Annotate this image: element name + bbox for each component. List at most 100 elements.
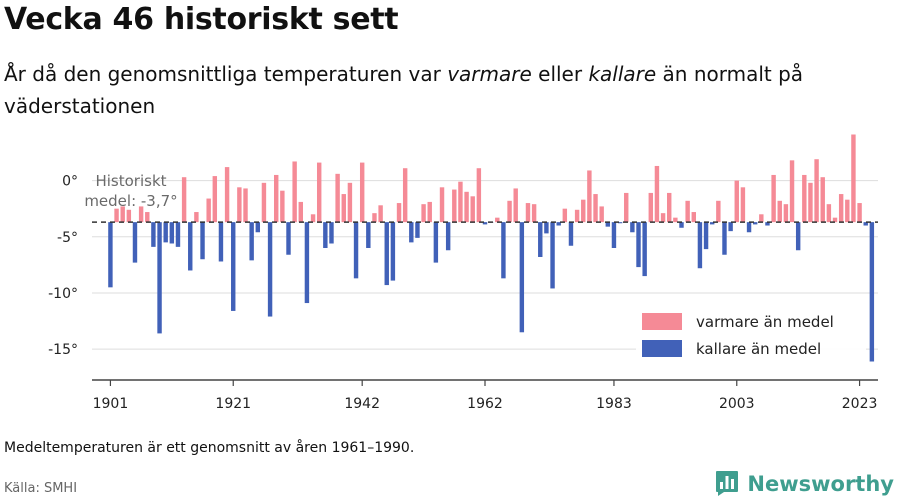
bar-2015 <box>808 182 813 223</box>
bar-1996 <box>691 212 696 223</box>
bar-1994 <box>679 222 684 228</box>
bar-1946 <box>384 222 389 286</box>
bar-2004 <box>740 187 746 223</box>
bar-1959 <box>464 191 469 223</box>
bar-1995 <box>685 200 690 223</box>
bar-1901 <box>108 222 113 288</box>
bar-1983 <box>611 222 617 248</box>
subtitle-cold-word: kallare <box>588 62 657 86</box>
bar-1964 <box>495 217 500 223</box>
bar-1911 <box>169 222 175 244</box>
bar-1957 <box>452 189 457 223</box>
bar-1989 <box>648 192 654 223</box>
bar-1923 <box>243 188 248 223</box>
bar-1922 <box>237 187 242 223</box>
bar-1968 <box>519 222 525 333</box>
bar-1914 <box>188 222 193 271</box>
bar-1953 <box>427 201 432 223</box>
bar-1912 <box>175 222 181 247</box>
bar-2000 <box>716 200 721 223</box>
bar-1930 <box>286 222 291 255</box>
legend-swatch-cold <box>642 340 682 357</box>
bar-2010 <box>777 200 782 223</box>
bar-2013 <box>795 222 801 251</box>
bar-1918 <box>212 176 218 223</box>
bar-2017 <box>820 177 825 223</box>
bar-1984 <box>617 222 623 224</box>
bar-1950 <box>409 222 414 243</box>
bar-1969 <box>525 203 531 223</box>
bar-1920 <box>224 167 230 223</box>
y-tick-label: -15° <box>48 342 78 358</box>
bar-1941 <box>353 222 359 279</box>
bar-1967 <box>513 188 518 223</box>
bar-1982 <box>605 222 611 227</box>
bar-1976 <box>568 222 574 246</box>
bar-1949 <box>402 168 408 223</box>
y-tick-label: 0° <box>62 174 78 190</box>
bar-1908 <box>151 222 156 247</box>
bar-1909 <box>157 222 162 334</box>
bar-1961 <box>476 168 482 223</box>
footnote: Medeltemperaturen är ett genomsnitt av å… <box>4 440 415 456</box>
bar-1927 <box>267 222 273 317</box>
bar-1906 <box>138 206 144 223</box>
bar-2011 <box>783 204 789 223</box>
bar-1971 <box>538 222 543 257</box>
bar-1980 <box>593 194 598 223</box>
x-tick-label: 2023 <box>842 396 878 412</box>
bar-2007 <box>759 214 764 223</box>
bar-1925 <box>255 222 261 233</box>
bar-1979 <box>587 170 592 223</box>
brand-name: Newsworthy <box>747 471 894 496</box>
bar-1987 <box>636 222 641 268</box>
bars <box>108 134 875 362</box>
bar-1962 <box>482 222 488 225</box>
bar-1907 <box>145 212 150 223</box>
bar-1932 <box>298 201 303 223</box>
bar-1988 <box>642 222 647 277</box>
bar-1945 <box>378 205 383 223</box>
y-tick-label: -10° <box>48 286 78 302</box>
bar-2009 <box>771 174 776 223</box>
bar-1965 <box>501 222 506 279</box>
bar-1986 <box>630 222 635 233</box>
bar-chart: 0° -5° -10° -15° 1901 1921 1942 1962 1983 2003 20… <box>48 134 878 412</box>
brand-logo[interactable]: Newsworthy <box>715 470 894 497</box>
bar-1978 <box>581 199 586 223</box>
bar-2008 <box>765 222 770 226</box>
y-tick-label: -5° <box>57 230 78 246</box>
bar-2025 <box>869 222 875 362</box>
mean-annotation-line-1: Historiskt <box>95 172 166 190</box>
bar-1937 <box>329 222 334 244</box>
bar-1924 <box>249 222 254 261</box>
bar-2003 <box>734 180 739 223</box>
bar-1917 <box>206 198 211 223</box>
bar-2014 <box>802 174 807 223</box>
x-tick-label: 1983 <box>596 396 632 412</box>
bar-1975 <box>562 208 568 223</box>
bar-1974 <box>556 222 561 226</box>
bar-1972 <box>544 222 549 234</box>
bar-1926 <box>261 182 267 223</box>
bar-1942 <box>359 162 365 223</box>
legend-label-cold: kallare än medel <box>696 340 821 358</box>
chart-title: Vecka 46 historiskt sett <box>4 2 399 37</box>
bar-1960 <box>470 196 475 223</box>
bar-1905 <box>132 222 138 263</box>
x-tick-label: 1921 <box>215 396 251 412</box>
bar-1931 <box>292 161 297 223</box>
x-tick-label: 1962 <box>467 396 503 412</box>
bar-2019 <box>832 217 838 223</box>
bar-2006 <box>752 222 758 225</box>
bar-1902 <box>114 208 119 223</box>
bar-1954 <box>433 222 439 263</box>
bar-1966 <box>507 200 512 223</box>
y-axis-ticks: 0° -5° -10° -15° <box>48 174 78 359</box>
subtitle-part-2: eller <box>531 62 589 86</box>
bar-2001 <box>722 222 727 255</box>
bar-2024 <box>863 222 868 226</box>
bar-1934 <box>310 214 316 223</box>
bar-2022 <box>851 134 856 223</box>
x-tick-label: 2003 <box>719 396 755 412</box>
